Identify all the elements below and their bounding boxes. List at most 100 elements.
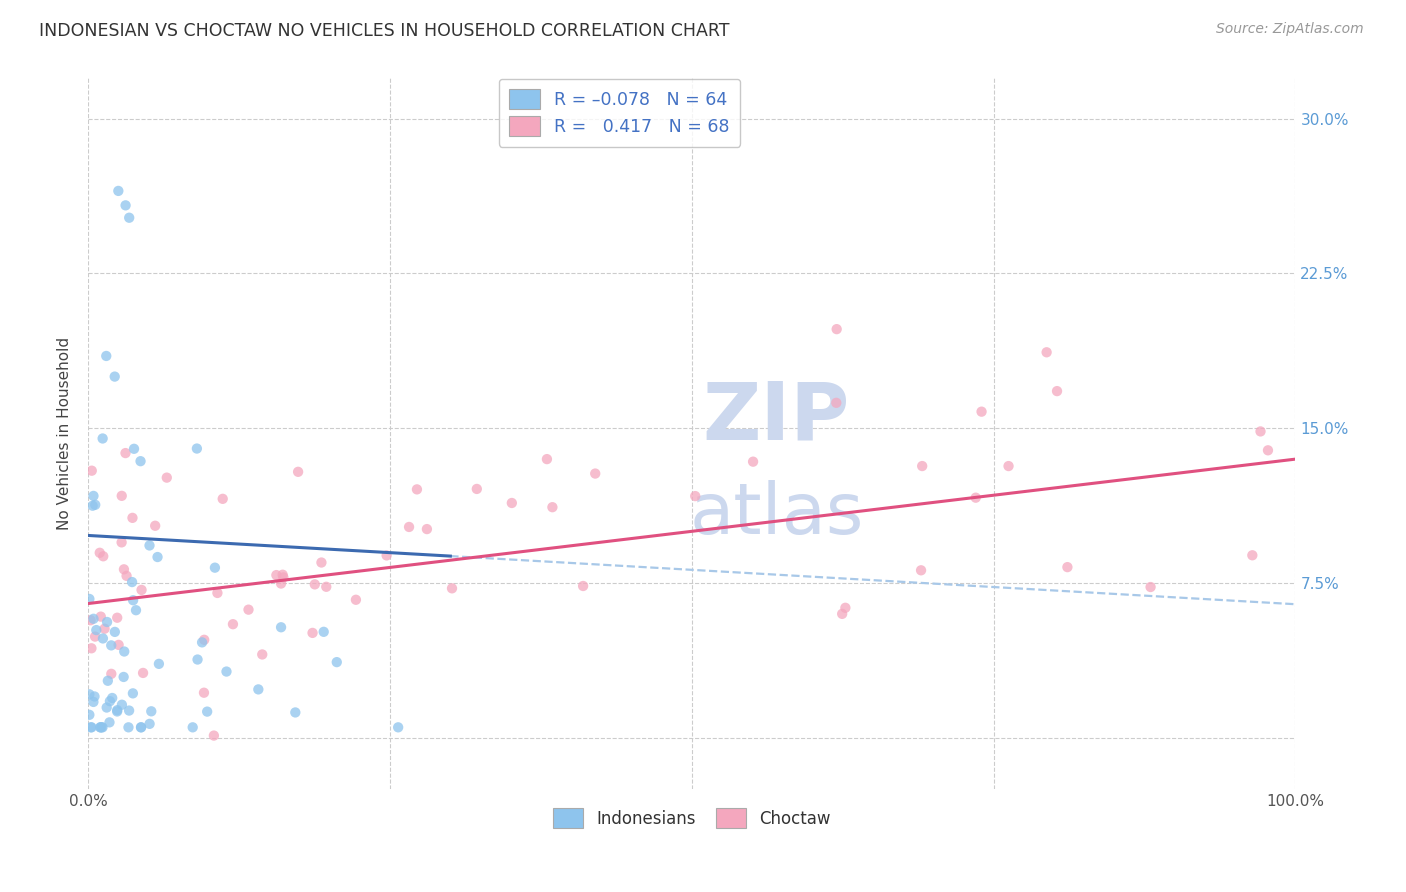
Point (114, 198, 136, 212)
Point (398, 520, 420, 534)
Point (156, 470, 179, 484)
Point (834, 600, 856, 615)
Point (375, 549, 398, 563)
Text: atlas: atlas (689, 480, 863, 549)
Point (101, 691, 124, 706)
Point (79, 591, 101, 606)
Point (541, 500, 564, 515)
Point (80, 464, 103, 478)
Point (79, 707, 101, 722)
Point (131, 582, 153, 597)
Point (501, 496, 523, 510)
Point (911, 458, 934, 473)
Point (91, 432, 114, 446)
Point (583, 467, 606, 481)
Point (304, 577, 326, 591)
Point (100, 639, 122, 653)
Point (536, 452, 558, 467)
Point (91, 549, 114, 564)
Point (387, 720, 409, 734)
Point (91, 632, 114, 646)
Point (301, 626, 323, 640)
Point (284, 706, 307, 720)
Point (114, 446, 136, 460)
Point (121, 575, 143, 590)
Point (82, 489, 104, 503)
Point (129, 720, 152, 734)
Point (148, 657, 170, 671)
Point (98, 715, 121, 730)
Point (138, 716, 160, 731)
Point (96, 615, 118, 629)
Point (122, 686, 145, 700)
Point (247, 682, 270, 697)
Point (825, 396, 848, 410)
Point (138, 539, 160, 553)
Point (90, 720, 112, 734)
Point (122, 593, 145, 607)
Point (110, 535, 132, 549)
Point (129, 454, 152, 468)
Point (82, 612, 104, 626)
Point (80, 720, 103, 734)
Legend: Indonesians, Choctaw: Indonesians, Choctaw (547, 802, 838, 834)
Point (1241, 549, 1264, 563)
Point (105, 703, 128, 717)
Point (84, 498, 107, 512)
Point (970, 405, 993, 419)
Point (121, 511, 143, 525)
Text: INDONESIAN VS CHOCTAW NO VEHICLES IN HOUSEHOLD CORRELATION CHART: INDONESIAN VS CHOCTAW NO VEHICLES IN HOU… (39, 22, 730, 40)
Point (344, 592, 367, 607)
Point (572, 579, 595, 593)
Point (89, 720, 111, 734)
Point (143, 518, 166, 533)
Point (465, 482, 488, 496)
Point (187, 652, 209, 666)
Point (440, 582, 463, 596)
Point (90, 720, 112, 734)
Point (111, 489, 134, 503)
Point (96, 700, 118, 714)
Point (287, 465, 309, 479)
Point (91, 720, 114, 734)
Point (186, 442, 208, 456)
Point (112, 644, 135, 658)
Point (82, 695, 104, 709)
Point (202, 729, 225, 743)
Point (831, 607, 853, 621)
Point (193, 632, 215, 647)
Point (132, 665, 155, 680)
Point (222, 617, 245, 632)
Point (191, 635, 214, 649)
Point (118, 211, 141, 225)
Point (111, 698, 134, 712)
Point (96, 349, 118, 363)
Point (1139, 580, 1161, 594)
Point (104, 369, 127, 384)
Point (195, 705, 218, 719)
Point (115, 569, 138, 583)
Point (416, 522, 439, 536)
Point (83, 690, 105, 704)
Point (742, 455, 765, 469)
Point (270, 576, 292, 591)
Point (1035, 345, 1057, 359)
Point (117, 720, 139, 734)
Point (266, 568, 288, 582)
Point (125, 603, 148, 617)
Point (84, 630, 107, 644)
Point (238, 602, 260, 616)
Point (1257, 443, 1279, 458)
Point (112, 562, 135, 576)
Point (204, 560, 226, 574)
Point (112, 670, 135, 684)
Point (93, 622, 115, 636)
Point (406, 483, 429, 497)
Point (181, 720, 204, 734)
Point (326, 655, 349, 669)
Point (79, 613, 101, 627)
Point (273, 570, 295, 584)
Point (89, 546, 111, 560)
Point (97, 673, 120, 688)
Point (98, 694, 121, 708)
